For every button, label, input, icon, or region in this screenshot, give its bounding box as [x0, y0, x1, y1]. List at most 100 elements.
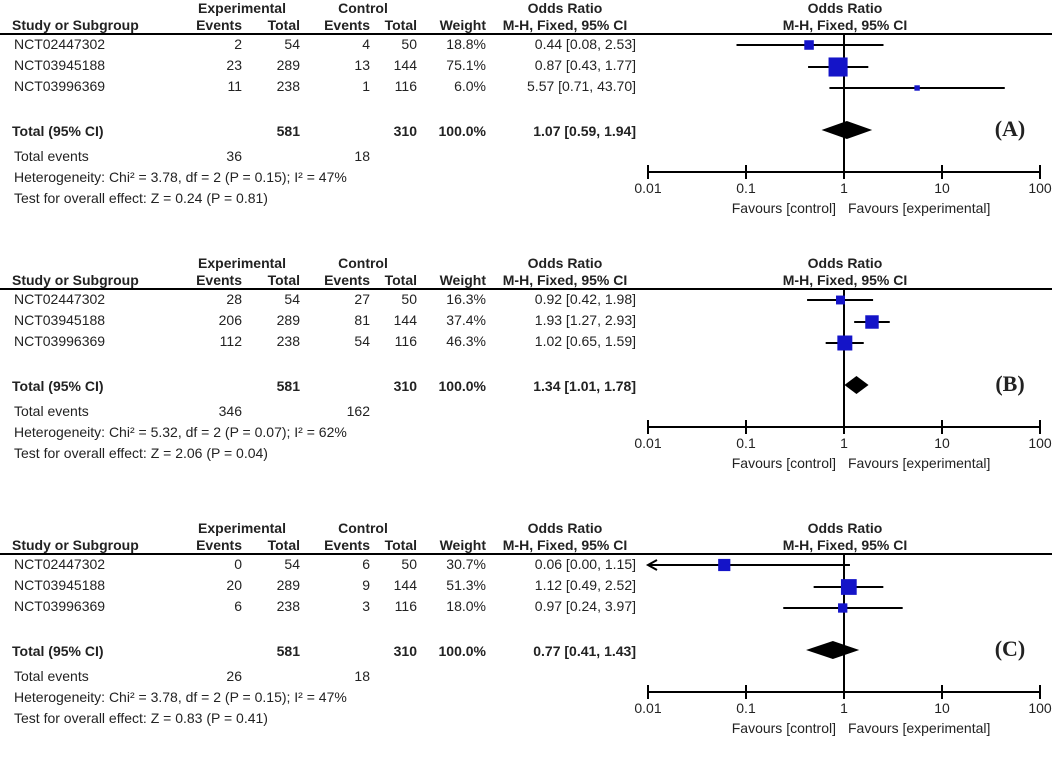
ctl-events-cell: 3	[362, 598, 370, 614]
heterogeneity-text: Heterogeneity: Chi² = 3.78, df = 2 (P = …	[14, 689, 347, 705]
ctl-events-header: Events	[324, 17, 370, 33]
total-weight: 100.0%	[438, 378, 486, 394]
exp-events-cell: 11	[227, 78, 242, 94]
exp-events-cell: 28	[226, 291, 242, 307]
method-header-left: M-H, Fixed, 95% CI	[502, 17, 628, 33]
ctl-events-cell: 9	[362, 577, 370, 593]
ctl-total-cell: 144	[393, 57, 417, 73]
total-events-label: Total events	[14, 403, 89, 419]
exp-total-cell: 238	[276, 598, 300, 614]
exp-events-header: Events	[196, 272, 242, 288]
overall-effect-text: Test for overall effect: Z = 0.24 (P = 0…	[14, 190, 268, 206]
ctl-events-cell: 81	[354, 312, 370, 328]
ctl-total-cell: 116	[394, 78, 417, 94]
exp-events-header: Events	[196, 17, 242, 33]
axis-tick-label: 0.1	[736, 700, 756, 716]
total-exp-total: 581	[276, 643, 300, 659]
header-rule	[0, 288, 1052, 290]
weight-cell: 46.3%	[446, 333, 486, 349]
study-name: NCT03996369	[14, 78, 106, 94]
axis-tick-label: 1	[840, 435, 848, 451]
panel-label: (C)	[994, 636, 1026, 661]
weight-header: Weight	[439, 272, 486, 288]
exp-total-cell: 238	[276, 333, 300, 349]
odds-ratio-header-right: Odds Ratio	[807, 520, 883, 536]
favours-control-label: Favours [control]	[731, 455, 836, 471]
study-effect-square	[718, 558, 731, 572]
forest-plot-panel-b: Experimental Control Odds Ratio Odds Ratio S…	[0, 255, 1052, 503]
total-exp-total: 581	[276, 378, 300, 394]
study-effect-square	[828, 57, 848, 77]
weight-cell: 18.0%	[446, 598, 486, 614]
favours-experimental-label: Favours [experimental]	[848, 455, 991, 471]
study-effect-square	[836, 295, 845, 305]
axis-tick-label: 1	[840, 180, 848, 196]
odds-ratio-header-left: Odds Ratio	[527, 255, 603, 271]
forest-plot-graphic	[645, 554, 1041, 699]
total-exp-total: 581	[276, 123, 300, 139]
overall-effect-text: Test for overall effect: Z = 2.06 (P = 0…	[14, 445, 268, 461]
heterogeneity-text: Heterogeneity: Chi² = 3.78, df = 2 (P = …	[14, 169, 347, 185]
header-rule	[0, 33, 1052, 35]
axis-tick-label: 100	[1028, 700, 1052, 716]
method-header-left: M-H, Fixed, 95% CI	[502, 272, 628, 288]
study-name: NCT03945188	[14, 577, 106, 593]
ctl-total-cell: 116	[394, 598, 417, 614]
overall-effect-text: Test for overall effect: Z = 0.83 (P = 0…	[14, 710, 268, 726]
odds-ratio-header-left: Odds Ratio	[527, 0, 603, 16]
exp-total-cell: 54	[284, 291, 300, 307]
total-ctl-total: 310	[393, 123, 417, 139]
study-column-header: Study or Subgroup	[12, 17, 139, 33]
exp-total-cell: 289	[276, 57, 300, 73]
experimental-header: Experimental	[198, 255, 286, 271]
exp-events-cell: 0	[234, 556, 242, 572]
ctl-total-cell: 144	[393, 312, 417, 328]
axis-tick-label: 0.01	[634, 435, 662, 451]
study-effect-square	[804, 40, 814, 50]
study-name: NCT03945188	[14, 312, 106, 328]
forest-plot-panel-c: Experimental Control Odds Ratio Odds Ratio S…	[0, 520, 1052, 768]
axis-tick-label: 0.1	[736, 180, 756, 196]
study-effect-square	[838, 603, 848, 613]
forest-plot-graphic	[647, 289, 1041, 434]
favours-control-label: Favours [control]	[731, 720, 836, 736]
favours-experimental-label: Favours [experimental]	[848, 200, 991, 216]
total-events-exp: 346	[218, 403, 242, 419]
study-column-header: Study or Subgroup	[12, 272, 139, 288]
weight-cell: 30.7%	[446, 556, 486, 572]
exp-events-cell: 206	[218, 312, 242, 328]
exp-total-cell: 238	[276, 78, 300, 94]
ci-arrow	[645, 559, 658, 571]
ctl-events-cell: 54	[354, 333, 370, 349]
odds-ratio-header-left: Odds Ratio	[527, 520, 603, 536]
weight-cell: 37.4%	[446, 312, 486, 328]
exp-events-header: Events	[196, 537, 242, 553]
ctl-total-cell: 116	[394, 333, 417, 349]
study-column-header: Study or Subgroup	[12, 537, 139, 553]
method-header-right: M-H, Fixed, 95% CI	[782, 17, 908, 33]
total-label: Total (95% CI)	[12, 643, 104, 659]
exp-total-header: Total	[267, 537, 300, 553]
pooled-effect-diamond	[821, 121, 873, 139]
total-odds-ratio-ci: 1.07 [0.59, 1.94]	[533, 123, 636, 139]
total-label: Total (95% CI)	[12, 378, 104, 394]
ctl-events-cell: 4	[362, 36, 370, 52]
total-weight: 100.0%	[438, 123, 486, 139]
exp-total-header: Total	[267, 17, 300, 33]
ctl-total-header: Total	[384, 537, 417, 553]
odds-ratio-header-right: Odds Ratio	[807, 255, 883, 271]
odds-ratio-ci-cell: 0.97 [0.24, 3.97]	[534, 598, 636, 614]
forest-plot-graphic	[647, 34, 1041, 179]
study-effect-square	[837, 335, 853, 351]
method-header-left: M-H, Fixed, 95% CI	[502, 537, 628, 553]
total-events-exp: 26	[226, 668, 242, 684]
experimental-header: Experimental	[198, 0, 286, 16]
control-header: Control	[338, 255, 388, 271]
method-header-right: M-H, Fixed, 95% CI	[782, 537, 908, 553]
odds-ratio-ci-cell: 0.92 [0.42, 1.98]	[534, 291, 636, 307]
ctl-total-cell: 50	[401, 36, 417, 52]
exp-total-cell: 54	[284, 36, 300, 52]
heterogeneity-text: Heterogeneity: Chi² = 5.32, df = 2 (P = …	[14, 424, 347, 440]
total-ctl-total: 310	[393, 378, 417, 394]
ctl-events-header: Events	[324, 537, 370, 553]
